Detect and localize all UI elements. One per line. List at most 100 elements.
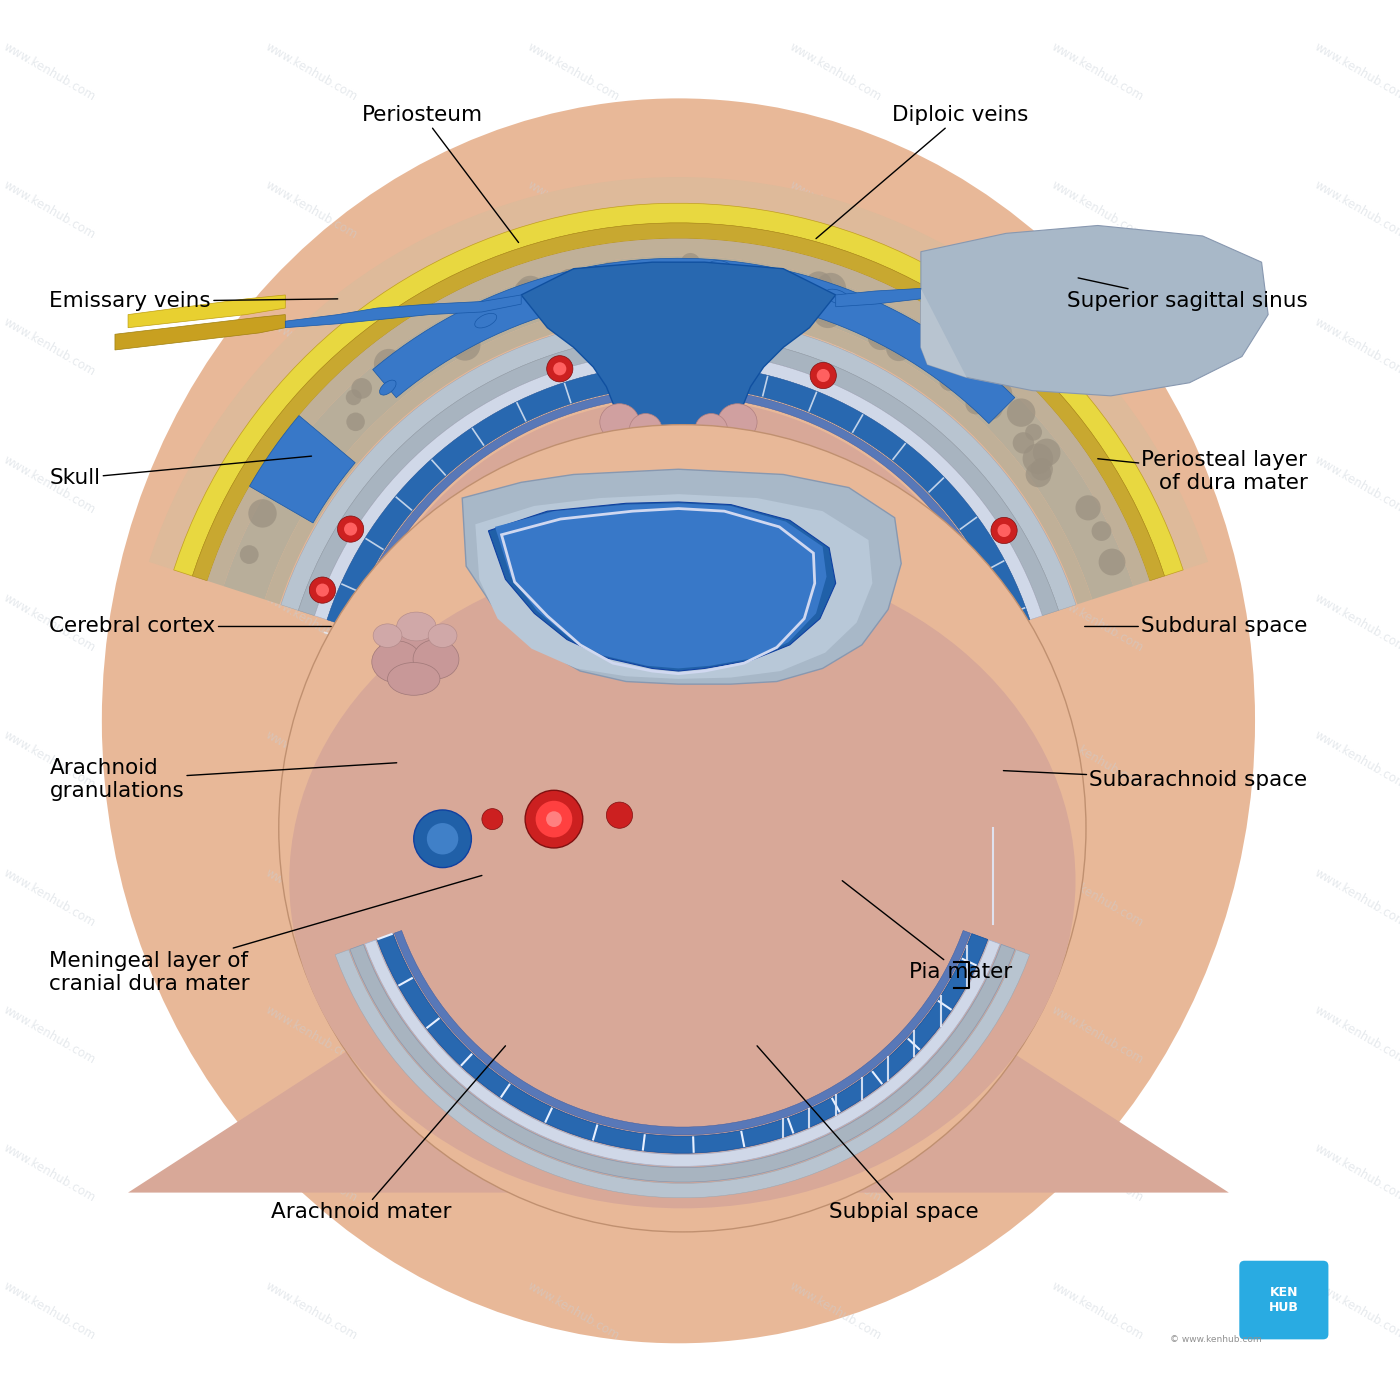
Circle shape bbox=[560, 269, 577, 286]
Text: www.kenhub.com: www.kenhub.com bbox=[525, 591, 622, 654]
Polygon shape bbox=[350, 388, 1008, 630]
Text: www.kenhub.com: www.kenhub.com bbox=[263, 1141, 360, 1204]
Circle shape bbox=[538, 293, 554, 309]
Ellipse shape bbox=[825, 290, 850, 304]
Polygon shape bbox=[921, 225, 1268, 396]
Circle shape bbox=[645, 272, 662, 287]
Text: www.kenhub.com: www.kenhub.com bbox=[1, 178, 98, 241]
Polygon shape bbox=[148, 176, 1208, 570]
Circle shape bbox=[525, 291, 542, 308]
Circle shape bbox=[294, 476, 312, 494]
Circle shape bbox=[925, 346, 946, 367]
Circle shape bbox=[536, 801, 573, 837]
Polygon shape bbox=[249, 416, 356, 524]
Text: www.kenhub.com: www.kenhub.com bbox=[1312, 178, 1400, 241]
Polygon shape bbox=[315, 351, 1043, 620]
Text: www.kenhub.com: www.kenhub.com bbox=[263, 591, 360, 654]
Text: www.kenhub.com: www.kenhub.com bbox=[1, 41, 98, 104]
Circle shape bbox=[815, 273, 846, 304]
Circle shape bbox=[739, 276, 764, 301]
Text: Subpial space: Subpial space bbox=[757, 1046, 979, 1222]
Polygon shape bbox=[174, 203, 1183, 575]
Ellipse shape bbox=[599, 403, 640, 441]
Text: www.kenhub.com: www.kenhub.com bbox=[1312, 316, 1400, 379]
Circle shape bbox=[517, 276, 545, 304]
Polygon shape bbox=[496, 504, 826, 668]
Text: www.kenhub.com: www.kenhub.com bbox=[1050, 728, 1147, 792]
Text: Diploic veins: Diploic veins bbox=[816, 105, 1029, 238]
Circle shape bbox=[239, 545, 259, 564]
Polygon shape bbox=[372, 266, 602, 398]
Ellipse shape bbox=[379, 381, 396, 395]
Ellipse shape bbox=[102, 98, 1254, 1343]
Polygon shape bbox=[476, 494, 872, 679]
Text: www.kenhub.com: www.kenhub.com bbox=[525, 454, 622, 517]
Text: www.kenhub.com: www.kenhub.com bbox=[787, 454, 883, 517]
Circle shape bbox=[346, 413, 365, 431]
Circle shape bbox=[854, 304, 882, 330]
Circle shape bbox=[598, 262, 622, 286]
Circle shape bbox=[316, 584, 329, 596]
Text: www.kenhub.com: www.kenhub.com bbox=[1312, 867, 1400, 930]
Text: www.kenhub.com: www.kenhub.com bbox=[263, 454, 360, 517]
Circle shape bbox=[337, 517, 364, 542]
Polygon shape bbox=[921, 288, 967, 378]
Polygon shape bbox=[298, 335, 1058, 616]
Text: www.kenhub.com: www.kenhub.com bbox=[263, 867, 360, 930]
Ellipse shape bbox=[927, 347, 956, 370]
Text: www.kenhub.com: www.kenhub.com bbox=[525, 41, 622, 104]
Circle shape bbox=[816, 370, 830, 382]
Text: www.kenhub.com: www.kenhub.com bbox=[787, 316, 883, 379]
Polygon shape bbox=[115, 315, 286, 350]
Circle shape bbox=[1099, 549, 1126, 575]
Circle shape bbox=[1030, 458, 1053, 480]
Ellipse shape bbox=[388, 662, 440, 696]
Polygon shape bbox=[395, 931, 970, 1135]
Text: www.kenhub.com: www.kenhub.com bbox=[1312, 1004, 1400, 1067]
Circle shape bbox=[428, 335, 454, 360]
Polygon shape bbox=[489, 503, 836, 671]
Text: www.kenhub.com: www.kenhub.com bbox=[1312, 1141, 1400, 1204]
Text: Cerebral cortex: Cerebral cortex bbox=[49, 616, 332, 637]
Text: www.kenhub.com: www.kenhub.com bbox=[263, 178, 360, 241]
Circle shape bbox=[886, 336, 911, 361]
Polygon shape bbox=[335, 949, 1029, 1198]
Ellipse shape bbox=[413, 640, 459, 679]
Polygon shape bbox=[286, 295, 521, 328]
Text: © www.kenhub.com: © www.kenhub.com bbox=[1170, 1334, 1261, 1344]
Circle shape bbox=[1075, 496, 1100, 521]
Ellipse shape bbox=[694, 413, 728, 447]
Circle shape bbox=[1026, 462, 1051, 487]
Text: www.kenhub.com: www.kenhub.com bbox=[1050, 1278, 1147, 1343]
Text: www.kenhub.com: www.kenhub.com bbox=[1, 1278, 98, 1343]
Text: www.kenhub.com: www.kenhub.com bbox=[525, 1141, 622, 1204]
Circle shape bbox=[1033, 438, 1060, 466]
Text: www.kenhub.com: www.kenhub.com bbox=[1, 1141, 98, 1204]
Circle shape bbox=[1007, 399, 1036, 427]
Text: www.kenhub.com: www.kenhub.com bbox=[787, 1278, 883, 1343]
Text: www.kenhub.com: www.kenhub.com bbox=[263, 316, 360, 379]
Ellipse shape bbox=[428, 624, 456, 647]
Circle shape bbox=[805, 272, 832, 298]
Polygon shape bbox=[265, 300, 1092, 605]
Text: www.kenhub.com: www.kenhub.com bbox=[1, 454, 98, 517]
Circle shape bbox=[606, 802, 633, 829]
Text: www.kenhub.com: www.kenhub.com bbox=[263, 41, 360, 104]
Text: www.kenhub.com: www.kenhub.com bbox=[525, 316, 622, 379]
Text: www.kenhub.com: www.kenhub.com bbox=[1050, 454, 1147, 517]
Text: www.kenhub.com: www.kenhub.com bbox=[263, 1278, 360, 1343]
Circle shape bbox=[966, 393, 987, 414]
Text: www.kenhub.com: www.kenhub.com bbox=[525, 1278, 622, 1343]
Ellipse shape bbox=[396, 612, 435, 641]
Circle shape bbox=[613, 273, 644, 304]
Text: Pia mater: Pia mater bbox=[843, 881, 1012, 983]
Text: Subarachnoid space: Subarachnoid space bbox=[1004, 770, 1308, 790]
Circle shape bbox=[1012, 433, 1035, 454]
Text: www.kenhub.com: www.kenhub.com bbox=[1312, 728, 1400, 792]
Circle shape bbox=[346, 389, 361, 405]
Circle shape bbox=[813, 298, 843, 328]
Text: www.kenhub.com: www.kenhub.com bbox=[1312, 1278, 1400, 1343]
Circle shape bbox=[654, 266, 671, 283]
Circle shape bbox=[482, 298, 501, 318]
Text: www.kenhub.com: www.kenhub.com bbox=[1050, 41, 1147, 104]
